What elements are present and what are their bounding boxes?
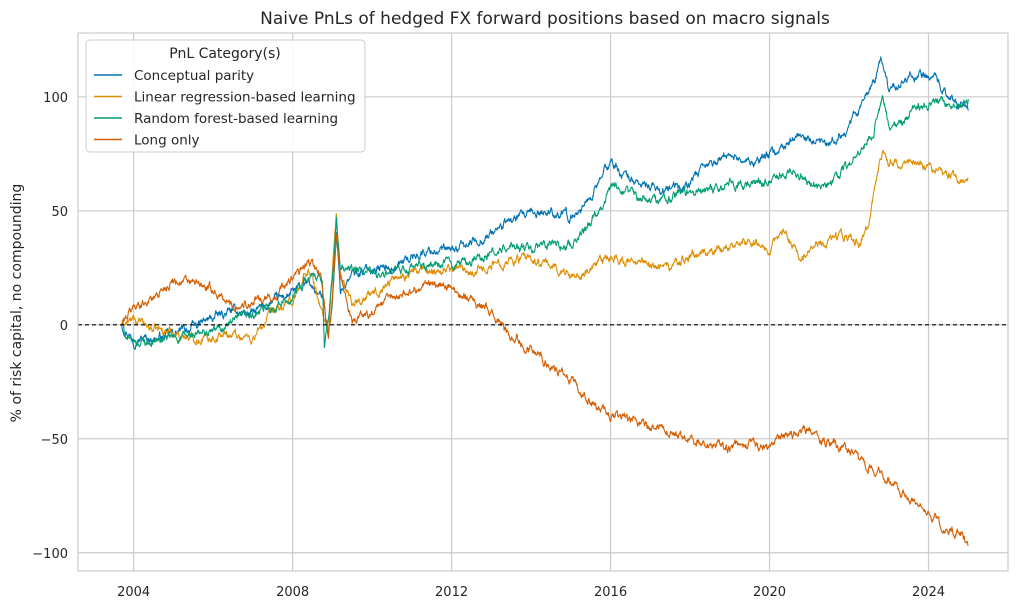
x-tick-label: 2016 [594, 585, 627, 600]
x-tick-label: 2020 [753, 585, 786, 600]
series-line-conceptual-parity [121, 56, 969, 350]
legend-label: Linear regression-based learning [134, 90, 356, 106]
legend-items: Conceptual parity Linear regression-based… [94, 68, 356, 149]
legend-label: Conceptual parity [134, 68, 254, 84]
x-tick-label: 2008 [276, 585, 309, 600]
y-axis-label: % of risk capital, no compounding [9, 184, 25, 423]
chart-title: Naive PnLs of hedged FX forward position… [260, 9, 830, 29]
x-tick-label: 2004 [117, 585, 150, 600]
series-line-long-only [121, 234, 969, 547]
legend-label: Random forest-based learning [134, 111, 338, 127]
series-line-linear-regression-based-learning [121, 149, 969, 346]
series-layer [121, 56, 969, 547]
y-tick-label: 50 [51, 205, 68, 220]
y-tick-label: 100 [43, 91, 68, 106]
y-tick-label: 0 [60, 319, 68, 334]
y-tick-label: −100 [32, 547, 68, 562]
tick-labels: 2004 2008 2012 2016 2020 2024 −100 −50 0 50 100 [32, 91, 945, 600]
legend-title: PnL Category(s) [169, 46, 281, 62]
series-line-random-forest-based-learning [121, 95, 969, 349]
legend-label: Long only [134, 133, 200, 149]
legend-box [85, 39, 366, 153]
legend: PnL Category(s) Conceptual parity Linear … [85, 39, 366, 153]
x-tick-label: 2012 [435, 585, 468, 600]
plot-frame [77, 32, 1009, 572]
y-tick-label: −50 [41, 433, 68, 448]
x-tick-label: 2024 [912, 585, 945, 600]
